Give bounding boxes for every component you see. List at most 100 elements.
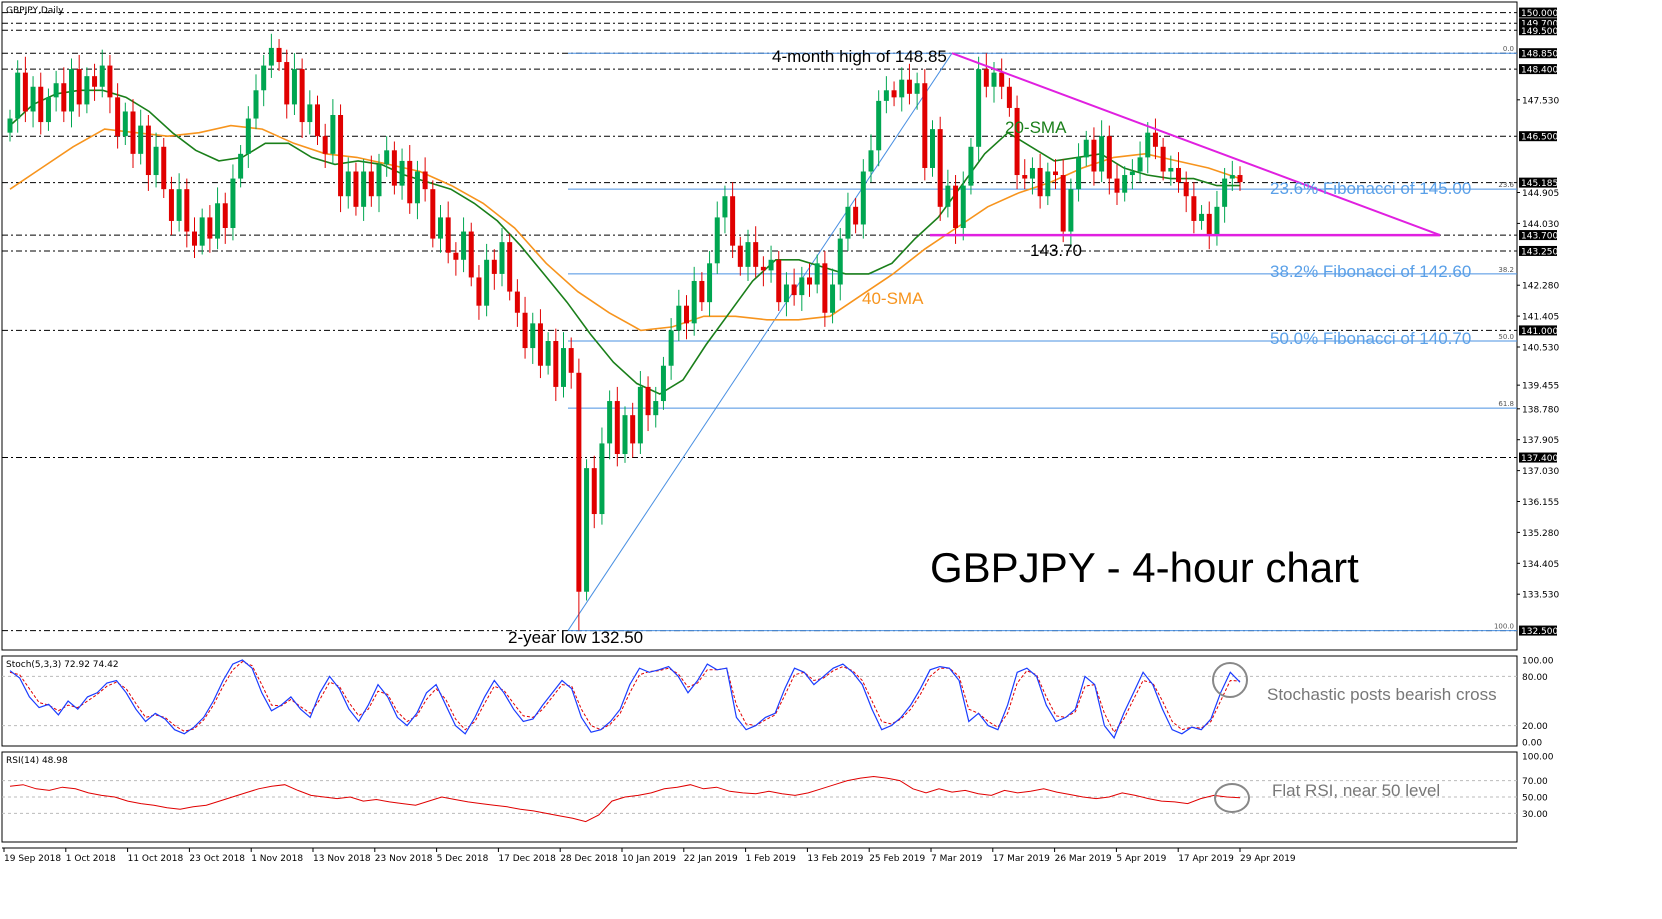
level-box <box>1519 64 1557 75</box>
time-tick-label: 13 Feb 2019 <box>807 854 863 864</box>
candle-body <box>745 242 751 267</box>
fib382-annotation: 38.2% Fibonacci of 142.60 <box>1270 262 1471 281</box>
candle-body <box>853 206 859 225</box>
candle-body <box>45 97 51 123</box>
price-tick-label: 144.905 <box>1522 189 1559 199</box>
candle-body <box>691 280 697 324</box>
candle-body <box>976 69 982 147</box>
candle-body <box>138 125 144 154</box>
candle-body <box>630 415 636 444</box>
candle-body <box>707 263 713 303</box>
price-tick-label: 132.500 <box>1521 627 1558 637</box>
candle-body <box>407 160 413 204</box>
candle-body <box>699 280 705 303</box>
level-box <box>1519 452 1557 463</box>
osc-tick-label: 0.00 <box>1522 739 1542 749</box>
candle-body <box>1206 213 1212 236</box>
candle-body <box>422 171 428 190</box>
candle-body <box>361 171 367 207</box>
candle-body <box>1083 139 1089 158</box>
price-tick-label: 139.455 <box>1522 382 1559 392</box>
price-tick-label: 143.250 <box>1521 247 1558 257</box>
level-box <box>1519 625 1557 636</box>
fib-pct-label: 61.8 <box>1498 400 1514 408</box>
candle-body <box>837 238 843 285</box>
level-box <box>1519 48 1557 59</box>
candle-body <box>476 277 482 306</box>
candle-body <box>1199 213 1205 221</box>
candle-body <box>1006 86 1012 108</box>
rsi-circle <box>1214 783 1250 813</box>
candle-body <box>1137 157 1143 172</box>
price-tick-label: 136.155 <box>1522 498 1559 508</box>
candle-body <box>253 90 259 119</box>
candle-body <box>591 468 597 515</box>
price-tick-label: 149.500 <box>1521 27 1558 37</box>
candle-body <box>76 69 82 105</box>
candle-body <box>561 348 566 387</box>
candle-body <box>291 69 297 105</box>
candle-body <box>760 266 766 271</box>
candle-body <box>776 259 782 303</box>
candle-body <box>737 245 743 267</box>
price-tick-label: 137.905 <box>1522 436 1559 446</box>
stochastic-circle <box>1212 662 1248 698</box>
candle-body <box>1214 206 1220 236</box>
candle-body <box>668 330 674 366</box>
candle-body <box>1222 178 1228 207</box>
candle-body <box>914 83 920 94</box>
candle-body <box>607 401 613 444</box>
candle-body <box>899 79 905 98</box>
candle-body <box>514 291 520 313</box>
candle-body <box>176 189 182 221</box>
time-tick-label: 23 Oct 2018 <box>189 854 245 864</box>
candle-body <box>1145 132 1151 158</box>
candle-body <box>1237 175 1243 183</box>
candle-body <box>168 189 174 221</box>
time-axis: 19 Sep 2018 1 Oct 2018 11 Oct 2018 23 Oct 2… <box>3 848 1296 864</box>
price-tick-label: 145.185 <box>1521 179 1558 189</box>
candle-body <box>783 284 789 303</box>
candle-body <box>522 312 528 349</box>
candle-body <box>1191 196 1197 221</box>
candle-body <box>960 185 966 229</box>
candle-body <box>584 468 590 592</box>
candle-body <box>53 83 59 98</box>
symbol-label: GBPJPY,Daily <box>6 6 64 16</box>
candlesticks <box>7 33 1243 631</box>
candle-body <box>945 185 951 207</box>
candle-body <box>145 125 151 176</box>
candle-body <box>391 150 397 186</box>
candle-body <box>730 196 736 246</box>
price-tick-label: 137.030 <box>1522 467 1559 477</box>
stochastic-axis: 100.00 80.00 20.00 0.00 <box>1522 657 1554 749</box>
rsi-line <box>2 775 1517 823</box>
fib-pct-label: 100.0 <box>1494 623 1514 631</box>
candle-body <box>1037 167 1043 197</box>
candle-body <box>553 341 559 387</box>
candle-body <box>284 62 290 105</box>
candle-body <box>307 104 313 123</box>
candle-body <box>891 90 897 98</box>
rsi-label: RSI(14) 48.98 <box>6 756 68 766</box>
time-tick-label: 17 Apr 2019 <box>1178 854 1234 864</box>
candle-body <box>199 217 205 246</box>
candle-body <box>268 47 274 66</box>
candle-body <box>92 76 98 87</box>
candle-body <box>922 83 928 168</box>
fib-diagonal <box>567 52 953 631</box>
candle-body <box>830 284 836 313</box>
candle-body <box>368 171 374 197</box>
candle-body <box>545 341 551 366</box>
candle-body <box>1229 175 1235 179</box>
candle-body <box>1114 178 1120 193</box>
candle-body <box>461 231 467 260</box>
candle-body <box>507 242 513 292</box>
price-tick-label: 147.530 <box>1522 96 1559 106</box>
price-grid <box>2 12 1517 632</box>
osc-tick-label: 100.00 <box>1522 753 1554 763</box>
candle-body <box>1014 107 1020 176</box>
candle-body <box>215 203 221 239</box>
candle-body <box>491 259 497 274</box>
candle-body <box>860 171 866 225</box>
